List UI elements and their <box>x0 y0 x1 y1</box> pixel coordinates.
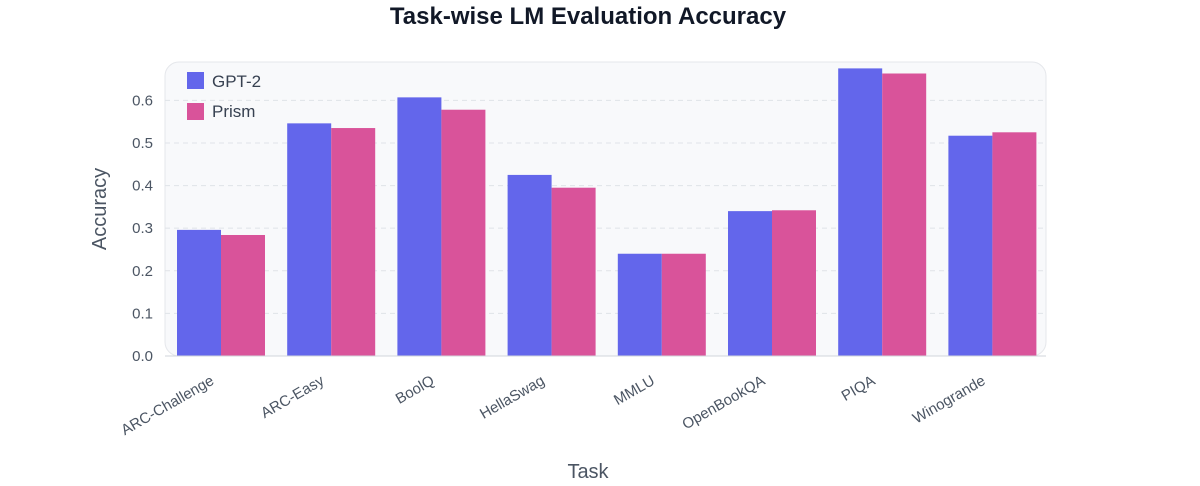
y-tick-label: 0.1 <box>132 305 153 322</box>
bar-gpt-2-boolq <box>397 97 442 356</box>
bar-prism-openbookqa <box>772 210 816 356</box>
bar-prism-arc-challenge <box>221 234 265 356</box>
legend-label-prism: Prism <box>212 102 255 121</box>
bar-gpt-2-winogrande <box>948 135 993 356</box>
x-tick-label: PIQA <box>839 372 879 405</box>
bar-gpt-2-openbookqa <box>728 211 772 356</box>
bars <box>177 68 1037 357</box>
y-tick-label: 0.5 <box>132 135 153 152</box>
y-tick-label: 0.2 <box>132 263 153 280</box>
legend-swatch-gpt-2 <box>187 72 204 89</box>
y-axis-label: Accuracy <box>89 168 111 250</box>
x-tick-label: BoolQ <box>393 372 438 408</box>
x-axis-label: Task <box>567 461 609 483</box>
y-tick-label: 0.4 <box>132 178 153 195</box>
bar-gpt-2-mmlu <box>617 253 662 356</box>
y-tick-label: 0.0 <box>132 348 153 365</box>
x-tick-label: OpenBookQA <box>679 372 768 433</box>
bar-prism-arc-easy <box>331 128 376 356</box>
x-tick-label: ARC-Easy <box>258 372 328 422</box>
legend-label-gpt-2: GPT-2 <box>212 72 261 91</box>
bar-gpt-2-piqa <box>838 68 883 357</box>
bar-prism-winogrande <box>992 132 1037 356</box>
x-tick-label: MMLU <box>611 372 658 409</box>
chart-title: Task-wise LM Evaluation Accuracy <box>390 3 787 30</box>
y-axis-ticks: 0.0 0.1 0.2 0.3 0.4 0.5 0.6 <box>132 92 153 365</box>
y-tick-label: 0.6 <box>132 92 153 109</box>
x-tick-label: Winogrande <box>910 372 989 427</box>
legend-swatch-prism <box>187 103 204 120</box>
bar-prism-piqa <box>882 73 927 357</box>
y-tick-label: 0.3 <box>132 220 153 237</box>
bar-gpt-2-arc-easy <box>287 123 332 356</box>
x-tick-label: HellaSwag <box>477 372 548 423</box>
x-axis-ticks: ARC-Challenge ARC-Easy BoolQ HellaSwag MMLU O… <box>118 372 988 439</box>
x-tick-label: ARC-Challenge <box>118 372 217 439</box>
bar-prism-hellaswag <box>551 187 596 356</box>
legend: GPT-2 Prism <box>187 72 261 121</box>
bar-prism-mmlu <box>661 253 706 356</box>
bar-gpt-2-hellaswag <box>507 174 552 356</box>
bar-prism-boolq <box>441 109 486 356</box>
bar-gpt-2-arc-challenge <box>177 229 221 356</box>
